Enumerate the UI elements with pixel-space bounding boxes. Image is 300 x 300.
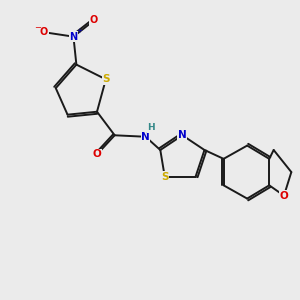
Text: O: O (90, 15, 98, 26)
Text: −: − (34, 23, 41, 32)
Text: O: O (280, 190, 288, 201)
Text: +: + (76, 28, 82, 34)
Text: S: S (161, 172, 169, 182)
Text: N: N (141, 132, 150, 142)
Text: O: O (93, 149, 101, 159)
Text: N: N (178, 130, 187, 140)
Text: S: S (102, 74, 110, 84)
Text: H: H (147, 123, 155, 132)
Text: O: O (40, 27, 48, 37)
Text: N: N (69, 32, 77, 42)
